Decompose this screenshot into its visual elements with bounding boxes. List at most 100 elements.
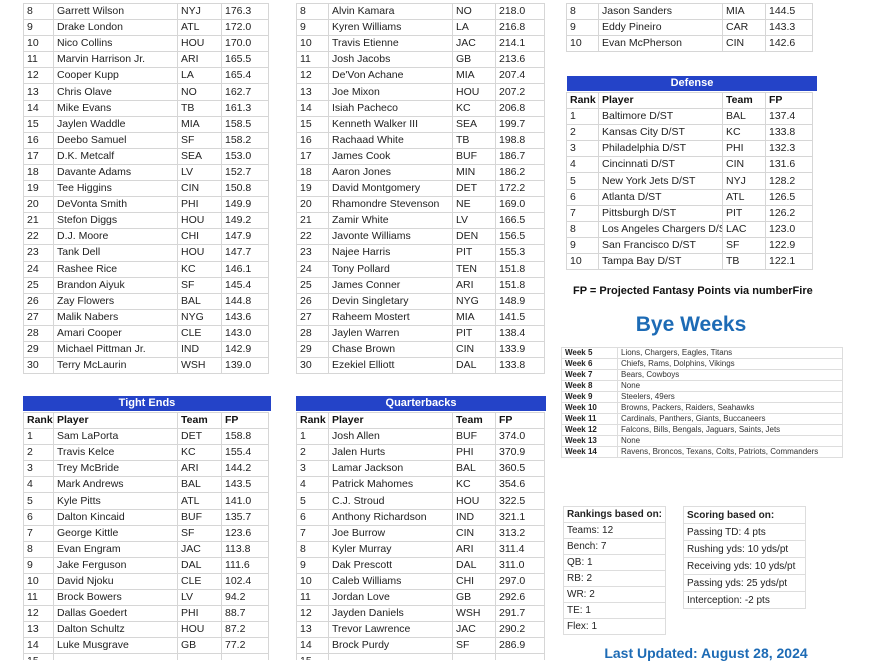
team-cell: DAL	[452, 556, 496, 574]
table-row: 12 De'Von Achane MIA 207.4	[296, 67, 545, 85]
fp-cell: 148.9	[495, 292, 545, 310]
team-cell: LV	[177, 163, 222, 182]
table-row: 10 Caleb Williams CHI 297.0	[296, 572, 545, 591]
fp-cell: 370.9	[495, 444, 545, 462]
bye-week-row: Week 12 Falcons, Bills, Bengals, Jaguars,…	[561, 424, 843, 436]
rank-cell: 14	[296, 637, 329, 655]
player-cell: Lamar Jackson	[328, 460, 453, 478]
table-row: 12 Jayden Daniels WSH 291.7	[296, 605, 545, 623]
column-header-fp: FP	[765, 91, 813, 110]
box-item: WR: 2	[562, 586, 667, 603]
rank-cell: 16	[296, 131, 329, 149]
player-cell: Kyler Murray	[328, 540, 453, 558]
player-cell: Eddy Pineiro	[598, 19, 723, 37]
header-row: Rank Player Team FP	[566, 91, 813, 110]
team-cell: BUF	[177, 508, 222, 526]
fp-cell: 172.0	[221, 19, 269, 37]
table-row: 22 D.J. Moore CHI 147.9	[23, 228, 269, 246]
player-cell: D.K. Metcalf	[53, 147, 178, 165]
rank-cell: 3	[296, 460, 329, 478]
column-header-rank: Rank	[23, 411, 54, 430]
team-cell: GB	[452, 51, 496, 69]
fp-cell: 123.0	[765, 220, 813, 238]
fp-cell: 143.0	[221, 324, 269, 342]
box-item: Interception: -2 pts	[683, 591, 806, 609]
fp-cell: 374.0	[495, 428, 545, 446]
table-row: 2 Kansas City D/ST KC 133.8	[566, 124, 813, 142]
box-item-row: Rushing yds: 10 yds/pt	[683, 540, 806, 558]
player-cell: Zamir White	[328, 212, 453, 230]
table-row: 19 David Montgomery DET 172.2	[296, 180, 545, 198]
rank-cell: 6	[296, 508, 329, 526]
rankings-based-on-box: Rankings based on: Teams: 12 Bench: 7 QB: 1…	[562, 506, 667, 635]
box-item-row: Receiving yds: 10 yds/pt	[683, 557, 806, 575]
team-cell: WSH	[452, 605, 496, 623]
bye-week-row: Week 13 None	[561, 435, 843, 447]
team-cell: CLE	[177, 324, 222, 342]
player-cell: James Cook	[328, 147, 453, 165]
rank-cell: 16	[23, 131, 54, 149]
rank-cell: 10	[23, 35, 54, 53]
rank-cell: 9	[296, 19, 329, 37]
rank-cell: 14	[23, 99, 54, 117]
bye-week-row: Week 9 Steelers, 49ers	[561, 391, 843, 403]
player-cell: Dalton Schultz	[53, 621, 178, 639]
rank-cell: 23	[296, 244, 329, 262]
fp-cell: 143.3	[765, 19, 813, 37]
team-cell: MIA	[452, 308, 496, 326]
table-row: 9 Drake London ATL 172.0	[23, 19, 269, 37]
team-cell: NE	[452, 196, 496, 214]
teams-cell: Browns, Packers, Raiders, Seahawks	[617, 402, 843, 414]
rank-cell: 9	[23, 19, 54, 37]
rank-cell: 1	[566, 108, 599, 126]
scoring-based-on-box: Scoring based on: Passing TD: 4 pts Rushin…	[683, 506, 806, 609]
table-row: 27 Malik Nabers NYG 143.6	[23, 308, 269, 326]
fp-cell: 144.8	[221, 292, 269, 310]
rank-cell: 13	[296, 621, 329, 639]
rank-cell: 29	[296, 340, 329, 359]
table-row: 15	[23, 653, 269, 660]
table-row: 10 Evan McPherson CIN 142.6	[566, 35, 813, 53]
fp-cell: 166.5	[495, 212, 545, 230]
team-cell: HOU	[177, 212, 222, 230]
fp-cell: 297.0	[495, 572, 545, 591]
team-cell: PIT	[452, 324, 496, 342]
fp-cell: 186.2	[495, 163, 545, 182]
rank-cell: 8	[566, 2, 599, 21]
player-cell: Marvin Harrison Jr.	[53, 51, 178, 69]
fp-cell: 147.7	[221, 244, 269, 262]
table-row: 8 Alvin Kamara NO 218.0	[296, 2, 545, 21]
player-cell: David Njoku	[53, 572, 178, 591]
table-row: 28 Amari Cooper CLE 143.0	[23, 324, 269, 342]
rank-cell: 8	[296, 2, 329, 21]
team-cell: BAL	[177, 476, 222, 494]
table-row: 10 Nico Collins HOU 170.0	[23, 35, 269, 53]
rank-cell: 8	[296, 540, 329, 558]
column-header-team: Team	[452, 411, 496, 430]
fp-cell: 207.2	[495, 83, 545, 101]
table-row: 11 Josh Jacobs GB 213.6	[296, 51, 545, 69]
player-cell: Joe Mixon	[328, 83, 453, 101]
rank-cell: 12	[296, 67, 329, 85]
rank-cell: 2	[566, 124, 599, 142]
fp-cell: 142.9	[221, 340, 269, 359]
player-cell: C.J. Stroud	[328, 492, 453, 510]
teams-cell: None	[617, 435, 843, 447]
table-row: 3 Trey McBride ARI 144.2	[23, 460, 269, 478]
table-row: 3 Philadelphia D/ST PHI 132.3	[566, 140, 813, 158]
player-cell: Los Angeles Chargers D/ST	[598, 220, 723, 238]
team-cell: NYG	[177, 308, 222, 326]
fp-cell: 158.5	[221, 115, 269, 133]
player-cell: Trey McBride	[53, 460, 178, 478]
team-cell: NO	[177, 83, 222, 101]
fp-cell: 169.0	[495, 196, 545, 214]
box-item-row: Interception: -2 pts	[683, 591, 806, 609]
table-row: 30 Ezekiel Elliott DAL 133.8	[296, 357, 545, 375]
player-cell: Raheem Mostert	[328, 308, 453, 326]
rank-cell: 28	[23, 324, 54, 342]
table-row: 10 Travis Etienne JAC 214.1	[296, 35, 545, 53]
player-cell: David Montgomery	[328, 180, 453, 198]
fp-cell: 144.5	[765, 2, 813, 21]
rank-cell: 4	[566, 156, 599, 174]
team-cell: GB	[452, 589, 496, 607]
